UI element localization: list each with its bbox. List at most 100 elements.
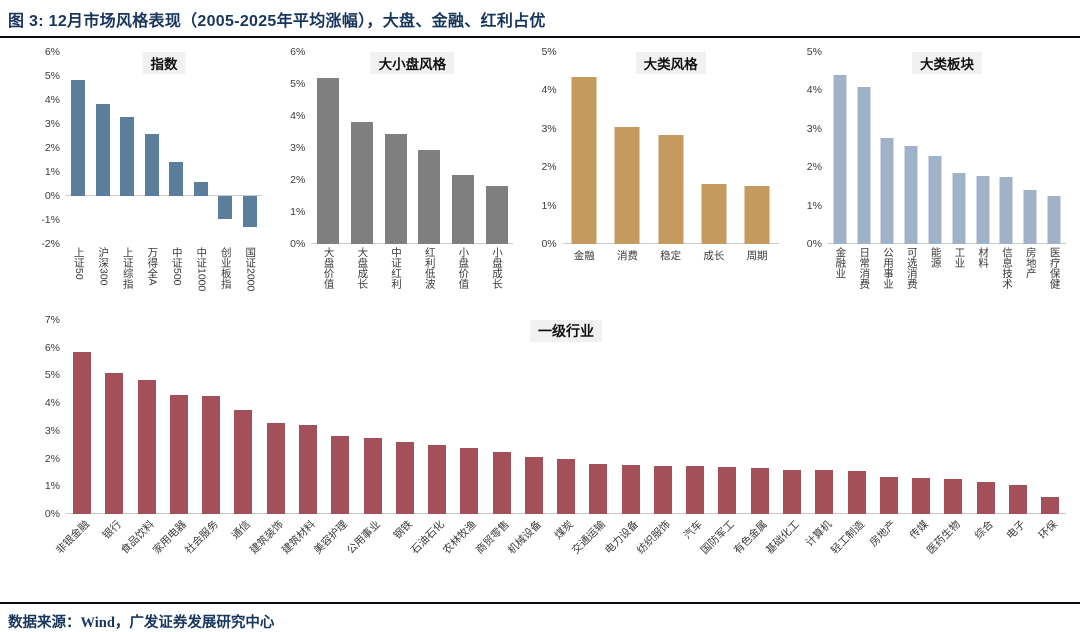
y-tick-label: 5% [44, 70, 60, 82]
bar [976, 175, 990, 244]
data-source: 数据来源：Wind，广发证券发展研究中心 [8, 615, 275, 631]
chart-industry: 一级行业 7% 6% 5% 4% 3% 2% 1% 0% 非银金融 银行 食品饮料 家用电器 社会服务 通信… [32, 315, 1066, 590]
bar [202, 396, 221, 514]
category-label: 金融业 [834, 247, 847, 279]
bar [621, 464, 640, 514]
y-tick-label: 3% [541, 122, 557, 135]
bar [589, 464, 608, 514]
bar [999, 176, 1013, 244]
category-label: 中证500 [170, 247, 183, 286]
y-tick-label: 5% [290, 77, 306, 90]
y-axis: 6% 5% 4% 3% 2% 1% 0% [277, 47, 311, 250]
x-axis-line [311, 243, 514, 244]
y-tick-label: 1% [44, 480, 60, 493]
bar [701, 184, 727, 244]
chart-title: 指数 [142, 52, 186, 74]
chart-title: 大类风格 [635, 52, 706, 74]
bar [137, 379, 156, 514]
category-label: 综合 [972, 518, 996, 542]
bar [904, 146, 918, 244]
plot-area [562, 52, 779, 244]
x-axis-labels: 金融业 日常消费 公用事业 可选消费 能源 工业 材料 信息技术 房地产 医疗保健 [828, 244, 1066, 306]
y-tick-label: 6% [44, 341, 60, 354]
y-tick-label: 3% [290, 142, 306, 154]
figure-header: 图 3: 12月市场风格表现（2005-2025年平均涨幅），大盘、金融、红利占… [0, 0, 1080, 38]
bar [782, 469, 801, 514]
bar [744, 186, 770, 244]
y-tick-label: 1% [806, 199, 822, 212]
y-tick-label: 3% [806, 122, 822, 135]
chart-factor-style: 大类风格 5% 4% 3% 2% 1% 0% 金融 消费 稳定 成长 周期 [529, 47, 779, 308]
bar [1041, 497, 1060, 514]
x-axis-labels: 上证50 沪深300 上证综指 万得全A 中证500 中证1000 创业板指 国证2000 [66, 244, 262, 306]
y-tick-label: 0% [44, 508, 60, 520]
bar [95, 103, 110, 196]
bar [928, 155, 942, 244]
y-tick-label: 4% [44, 94, 60, 106]
bar [234, 410, 253, 514]
figure-footer: 数据来源：Wind，广发证券发展研究中心 [0, 602, 1080, 632]
bar [428, 444, 447, 514]
bar [571, 76, 597, 244]
category-label: 成长 [703, 250, 725, 262]
category-label: 电子 [1004, 518, 1028, 542]
bar [169, 394, 188, 514]
y-tick-label: 2% [806, 161, 822, 174]
y-tick-label: 1% [44, 166, 60, 178]
bar [218, 196, 233, 219]
bar [120, 116, 135, 196]
bar [169, 162, 184, 196]
category-label: 环保 [1036, 518, 1061, 542]
category-label: 公用事业 [881, 247, 894, 289]
bar [1008, 484, 1027, 514]
y-tick-label: 1% [541, 199, 557, 212]
y-tick-label: 0% [44, 190, 60, 202]
bar [718, 466, 737, 514]
x-axis-labels: 金融 消费 稳定 成长 周期 [563, 244, 779, 306]
y-tick-label: 0% [806, 238, 822, 250]
category-label: 国证2000 [244, 247, 257, 292]
bar [1047, 196, 1061, 244]
category-label: 日常消费 [858, 247, 871, 289]
category-label: 大盘成长 [356, 247, 369, 289]
bar [492, 451, 511, 514]
bar [833, 75, 847, 244]
category-label: 通信 [230, 518, 254, 542]
plot-area [66, 52, 262, 244]
category-label: 消费 [616, 250, 638, 262]
category-label: 房地产 [1024, 247, 1037, 279]
category-label: 金融 [573, 250, 595, 262]
bar [944, 479, 963, 514]
bar [105, 372, 124, 514]
category-label: 非银金融 [53, 518, 93, 557]
x-axis-line [66, 195, 262, 196]
y-tick-label: 4% [290, 109, 306, 122]
bar [1023, 190, 1037, 244]
bar [847, 471, 866, 514]
y-tick-label: 3% [44, 118, 60, 130]
y-tick-label: 3% [44, 424, 60, 437]
category-label: 能源 [929, 247, 942, 268]
y-tick-label: 7% [44, 314, 60, 326]
y-tick-label: 5% [806, 46, 822, 58]
plot-area [66, 320, 1066, 514]
category-label: 工业 [953, 247, 966, 268]
category-label: 煤炭 [552, 518, 577, 542]
bar [144, 133, 159, 196]
bar [384, 133, 407, 244]
bar [193, 181, 208, 196]
y-tick-label: 4% [541, 84, 557, 97]
bar [298, 425, 317, 514]
y-tick-label: 0% [541, 238, 557, 250]
bar [363, 437, 382, 514]
y-tick-label: 0% [290, 238, 306, 250]
category-label: 传媒 [907, 518, 931, 542]
category-label: 小盘价值 [457, 247, 470, 289]
small-charts-row: 指数 6% 5% 4% 3% 2% 1% 0% -1% -2% 上证50 沪深300 上证综指 万得全A 中… [32, 47, 1066, 308]
category-label: 中证1000 [195, 247, 208, 292]
category-label: 红利低波 [423, 247, 436, 289]
y-tick-label: 5% [541, 46, 557, 58]
category-label: 万得全A [146, 247, 159, 286]
bar [71, 79, 86, 196]
bar [912, 477, 931, 514]
